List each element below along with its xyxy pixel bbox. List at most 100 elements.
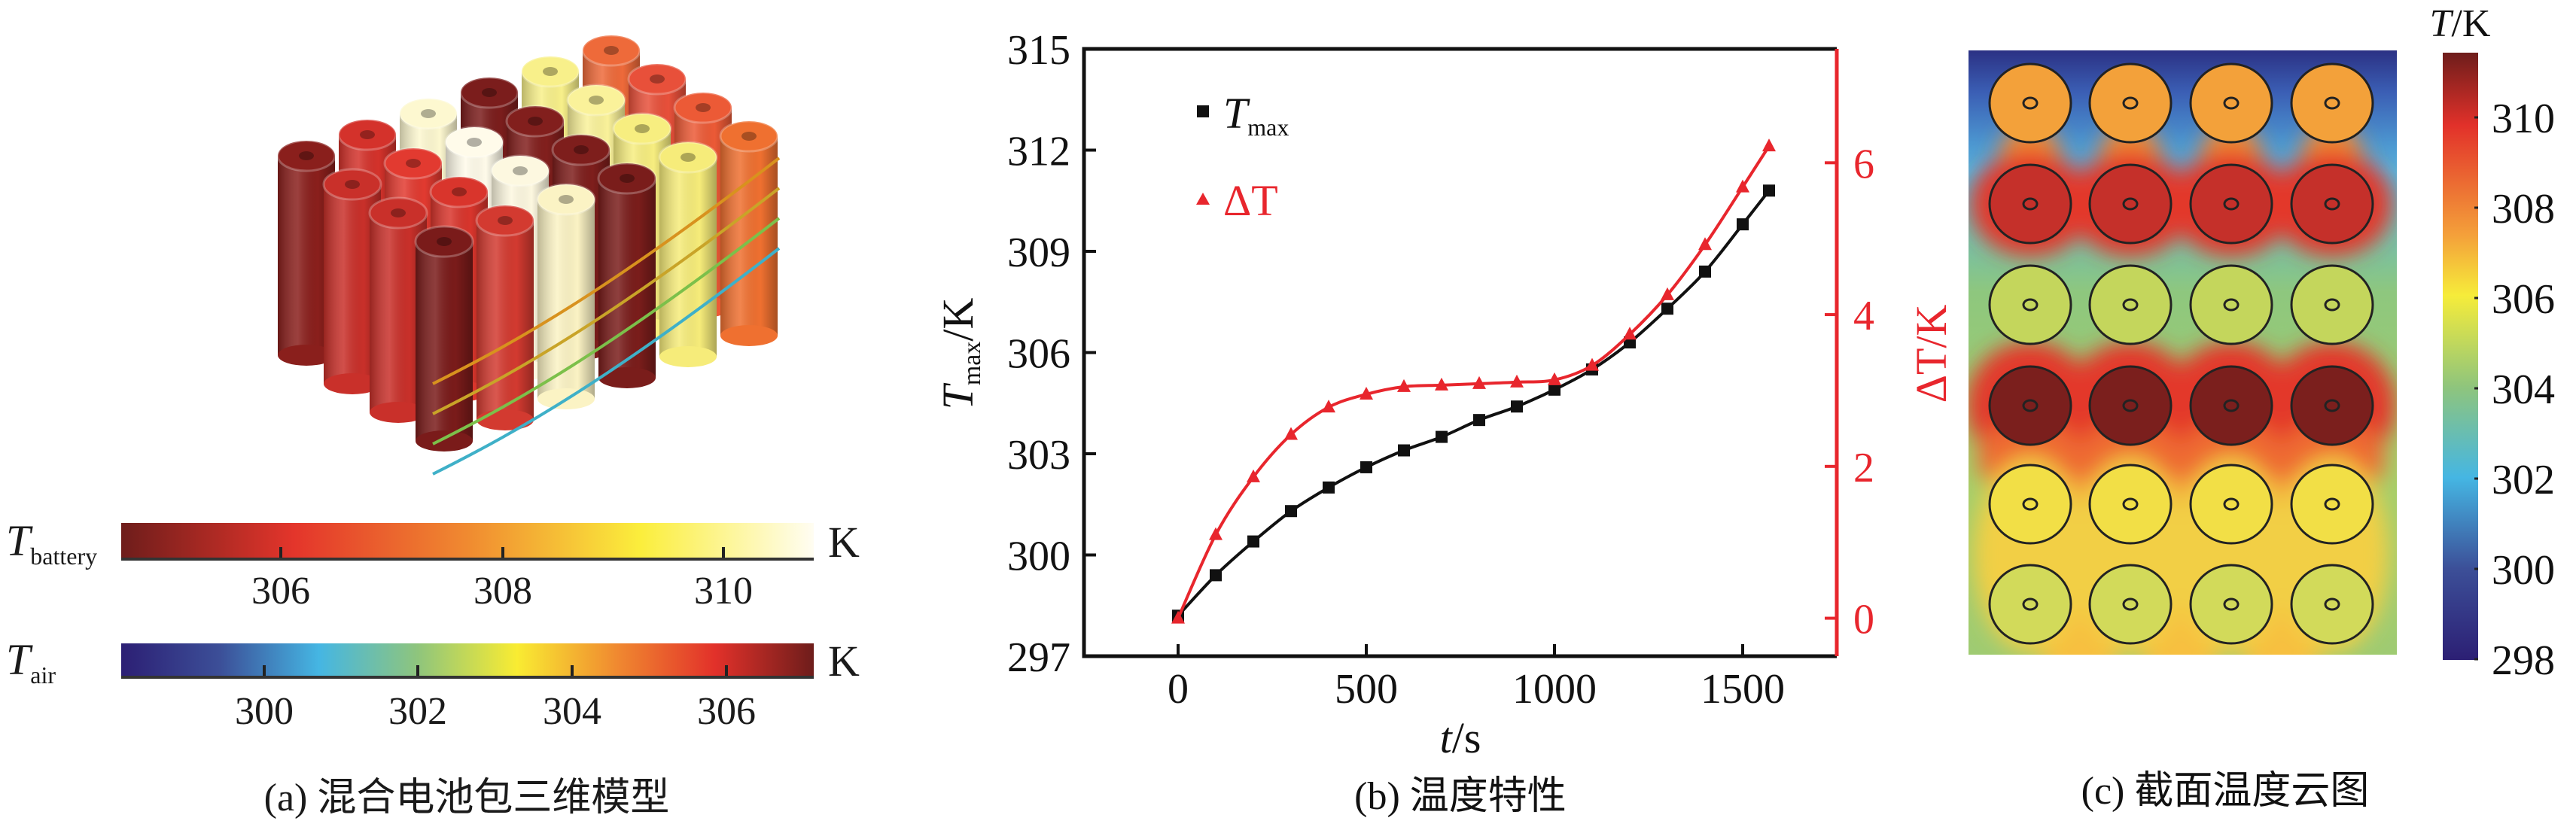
legend-label-tmax: Tmax — [1223, 89, 1289, 141]
battery-cell-section — [2189, 564, 2273, 645]
battery-cell-cylinder — [536, 183, 596, 409]
panel-c-caption: (c) 截面温度云图 — [2081, 770, 2370, 813]
delta-t-point — [1397, 379, 1411, 392]
y-left-tick-label: 312 — [1007, 129, 1070, 175]
delta-t-point — [1762, 138, 1776, 152]
battery-temperature-colorbar — [121, 523, 814, 561]
delta-t-point — [1360, 386, 1373, 400]
y-left-tick-label: 297 — [1007, 634, 1070, 681]
panel-b-caption: (b) 温度特性 — [1354, 775, 1567, 818]
y-left-tick-label: 315 — [1007, 27, 1070, 74]
battery-cell-section — [2189, 62, 2273, 144]
x-tick-label: 1000 — [1512, 666, 1597, 713]
colorbar-tick — [501, 547, 504, 558]
air-streamline — [432, 187, 781, 415]
battery-cell-section — [2088, 464, 2173, 545]
x-tick-label: 1500 — [1701, 666, 1785, 713]
temperature-colorbar — [2443, 53, 2478, 660]
air-temperature-colorbar — [121, 643, 814, 679]
delta-t-point — [1548, 372, 1561, 385]
battery-cell-section — [2189, 464, 2273, 545]
legend-marker-dt — [1196, 193, 1210, 205]
battery-cell-section — [2290, 564, 2374, 645]
battery-cell-section — [1988, 163, 2072, 245]
air-tick-label: 304 — [543, 690, 601, 733]
air-colorbar-unit: K — [828, 637, 860, 686]
legend-label-dt: ΔT — [1223, 176, 1278, 225]
battery-cell-cylinder — [719, 120, 779, 346]
battery-cell-section — [2290, 264, 2374, 345]
delta-t-point — [1510, 374, 1524, 388]
legend-marker-tmax — [1197, 105, 1209, 117]
y-left-tick-label: 300 — [1007, 534, 1070, 580]
battery-cell-section — [2088, 365, 2173, 446]
battery-cell-section — [1988, 365, 2072, 446]
x-tick-label: 500 — [1335, 666, 1398, 713]
battery-cell-section — [2088, 62, 2173, 144]
tmax-point — [1511, 400, 1523, 413]
battery-colorbar-unit: K — [828, 518, 860, 567]
delta-t-point — [1171, 610, 1185, 624]
colorbar-tick — [571, 665, 574, 676]
colorbar-tick-label: 302 — [2492, 457, 2555, 503]
tmax-point — [1473, 414, 1485, 427]
tmax-point — [1436, 430, 1448, 443]
colorbar-tick-label: 306 — [2492, 276, 2555, 323]
delta-t-point — [1736, 179, 1749, 193]
delta-t-point — [1472, 375, 1486, 389]
tmax-line — [1177, 190, 1771, 617]
tmax-point — [1548, 383, 1561, 396]
y-axis-right-label: ΔT/K — [1907, 305, 1956, 403]
tmax-point — [1763, 184, 1775, 197]
air-streamline — [432, 247, 781, 476]
colorbar-tick-label: 304 — [2492, 366, 2555, 413]
battery-cell-section — [2290, 464, 2374, 545]
delta-t-point — [1661, 287, 1674, 300]
battery-cell-section — [2189, 365, 2273, 446]
delta-t-point — [1623, 327, 1637, 340]
air-tick-label: 306 — [697, 690, 756, 733]
x-tick-label: 0 — [1168, 666, 1189, 713]
battery-cell-section — [2088, 264, 2173, 345]
x-axis-label: t/s — [1440, 713, 1481, 762]
delta-t-point — [1284, 427, 1298, 440]
air-streamline — [432, 157, 781, 385]
air-colorbar-label: Tair — [6, 635, 56, 689]
battery-cell-section — [2088, 564, 2173, 645]
tmax-point — [1323, 481, 1335, 494]
air-tick-label: 300 — [235, 690, 294, 733]
air-streamline — [432, 217, 781, 445]
y-left-tick-label: 306 — [1007, 331, 1070, 378]
battery-pack-3d-model — [276, 34, 781, 476]
colorbar-tick-label: 308 — [2492, 186, 2555, 233]
colorbar-tick — [722, 547, 725, 558]
panel-a-caption: (a) 混合电池包三维模型 — [263, 777, 670, 819]
battery-cell-cylinder — [597, 162, 657, 388]
y-left-tick-label: 303 — [1007, 432, 1070, 479]
delta-t-point — [1435, 377, 1448, 391]
air-tick-label: 302 — [388, 690, 447, 733]
tmax-point — [1285, 505, 1297, 518]
tmax-point — [1247, 535, 1259, 548]
delta-t-point — [1209, 527, 1223, 540]
delta-t-point — [1698, 237, 1712, 251]
colorbar-tick — [279, 547, 282, 558]
battery-cell-section — [2290, 163, 2374, 245]
colorbar-tick — [416, 665, 419, 676]
battery-cell-section — [1988, 464, 2072, 545]
battery-cell-section — [1988, 62, 2072, 144]
battery-colorbar-label: Tbattery — [6, 516, 98, 570]
colorbar-tick — [263, 665, 266, 676]
battery-cell-section — [2290, 62, 2374, 144]
y-right-tick-label: 4 — [1853, 293, 1874, 339]
tmax-point — [1699, 265, 1711, 278]
tmax-point — [1360, 461, 1372, 473]
battery-tick-label: 310 — [694, 570, 753, 613]
battery-cell-section — [2189, 163, 2273, 245]
battery-tick-label: 308 — [473, 570, 532, 613]
battery-cell-section — [2088, 163, 2173, 245]
y-left-tick-label: 309 — [1007, 230, 1070, 276]
battery-tick-label: 306 — [251, 570, 310, 613]
cross-section-temperature-field — [1969, 50, 2397, 655]
delta-t-point — [1322, 400, 1335, 413]
